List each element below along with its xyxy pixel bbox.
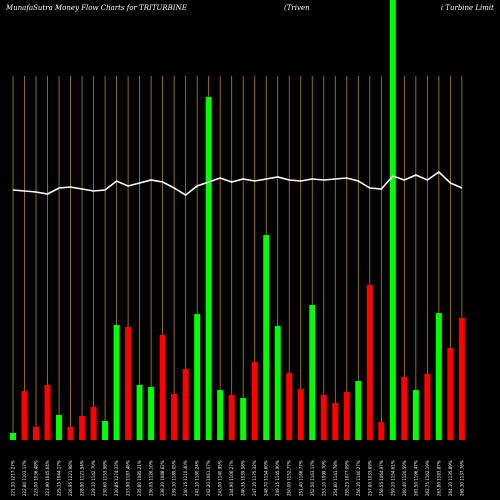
bar xyxy=(240,398,247,440)
x-tick-label: 250.00 1152.77% xyxy=(287,460,292,496)
x-tick-label: 260.40 1120.50% xyxy=(402,460,407,496)
x-tick-label: 255.25 1077.09% xyxy=(344,460,349,496)
x-tick-label: 252.50 1163.17% xyxy=(310,460,315,496)
bar xyxy=(136,385,143,440)
bar xyxy=(378,422,385,440)
chart-subtitle: i Turbine Limit xyxy=(441,4,494,12)
bar xyxy=(90,407,97,440)
bar xyxy=(412,390,419,440)
bar xyxy=(424,374,431,440)
bar xyxy=(102,421,109,440)
bar xyxy=(21,391,28,440)
chart-title: MunafaSutra Money Flow Charts for TRITUR… xyxy=(5,4,187,12)
x-tick-label: 230.85 1274.33% xyxy=(114,460,119,496)
x-tick-label: 247.10 1175.32% xyxy=(252,460,257,496)
bar xyxy=(435,313,442,440)
x-tick-label: 229.10 1142.70% xyxy=(91,460,96,496)
bar xyxy=(401,377,408,440)
x-tick-label: 222.80 1103.17% xyxy=(22,460,27,496)
bar xyxy=(67,427,74,440)
bar xyxy=(10,433,16,440)
x-tick-label: 240.15 1210.40% xyxy=(183,460,188,496)
x-tick-label: 259.20 1154.61% xyxy=(390,460,395,496)
x-tick-label: 262.75 1162.19% xyxy=(425,460,430,496)
chart-subtitle: (Triven xyxy=(284,4,310,12)
bar xyxy=(366,285,373,440)
x-tick-label: 251.40 1166.77% xyxy=(298,460,303,496)
x-tick-label: 223.00 1036.48% xyxy=(34,460,39,496)
bar xyxy=(355,381,362,440)
bar xyxy=(343,392,350,440)
bar xyxy=(286,373,293,440)
x-tick-label: 236.05 1126.10% xyxy=(149,460,154,496)
x-tick-label: 242.20 1061.07% xyxy=(206,460,211,496)
price-line xyxy=(12,170,463,196)
bar xyxy=(297,389,304,440)
x-tick-label: 253.10 1099.70% xyxy=(321,460,326,496)
bar xyxy=(182,369,189,440)
x-tick-label: 235.80 1085.21% xyxy=(137,460,142,496)
x-tick-label: 225.15 1044.17% xyxy=(57,460,62,496)
x-tick-label: 230.60 1153.98% xyxy=(103,460,108,496)
x-tick-label: 238.30 1088.62% xyxy=(160,460,165,496)
bar xyxy=(56,415,63,440)
x-tick-label: 249.15 1145.90% xyxy=(275,460,280,496)
bar xyxy=(309,305,316,440)
x-tick-label: 264.10 1135.89% xyxy=(448,460,453,496)
bar xyxy=(79,416,86,440)
x-tick-label: 243.00 1140.95% xyxy=(218,460,223,496)
bar xyxy=(447,348,454,440)
bar xyxy=(320,395,327,440)
bar xyxy=(332,403,339,440)
x-tick-label: 246.35 1039.58% xyxy=(241,460,246,496)
bar xyxy=(389,0,396,440)
x-tick-label: 263.80 1183.87% xyxy=(436,460,441,496)
x-tick-label: 257.60 1033.69% xyxy=(367,460,372,496)
x-tick-label: 221.30 1217.27% xyxy=(11,460,16,496)
x-tick-label: 228.90 1121.54% xyxy=(80,460,85,496)
bar xyxy=(33,427,40,440)
x-tick-label: 261.50 1196.47% xyxy=(413,460,418,496)
x-tick-label: 256.10 1140.27% xyxy=(356,460,361,496)
x-tick-label: 239.10 1189.05% xyxy=(172,460,177,496)
x-tick-label: 258.55 1064.97% xyxy=(379,460,384,496)
bar xyxy=(251,362,258,440)
bar xyxy=(44,385,51,440)
bar xyxy=(217,390,224,440)
bar xyxy=(159,335,166,440)
x-tick-label: 254.60 1141.78% xyxy=(333,460,338,496)
bar xyxy=(458,318,465,440)
bar xyxy=(171,394,178,440)
bar xyxy=(228,395,235,440)
bar xyxy=(194,314,201,440)
x-tick-label: 244.90 1106.27% xyxy=(229,460,234,496)
x-tick-label: 223.90 1045.64% xyxy=(45,460,50,496)
bar xyxy=(125,327,132,440)
x-tick-label: 248.70 1154.60% xyxy=(264,460,269,496)
bar xyxy=(113,325,120,440)
bar xyxy=(205,97,212,440)
bar xyxy=(274,326,281,440)
bar xyxy=(148,387,155,440)
x-tick-label: 241.10 1180.24% xyxy=(195,460,200,496)
x-tick-label: 233.90 1187.46% xyxy=(126,460,131,496)
x-tick-label: 226.95 1221.98% xyxy=(68,460,73,496)
bar xyxy=(263,235,270,440)
x-tick-label: 265.30 1137.76% xyxy=(459,460,464,496)
